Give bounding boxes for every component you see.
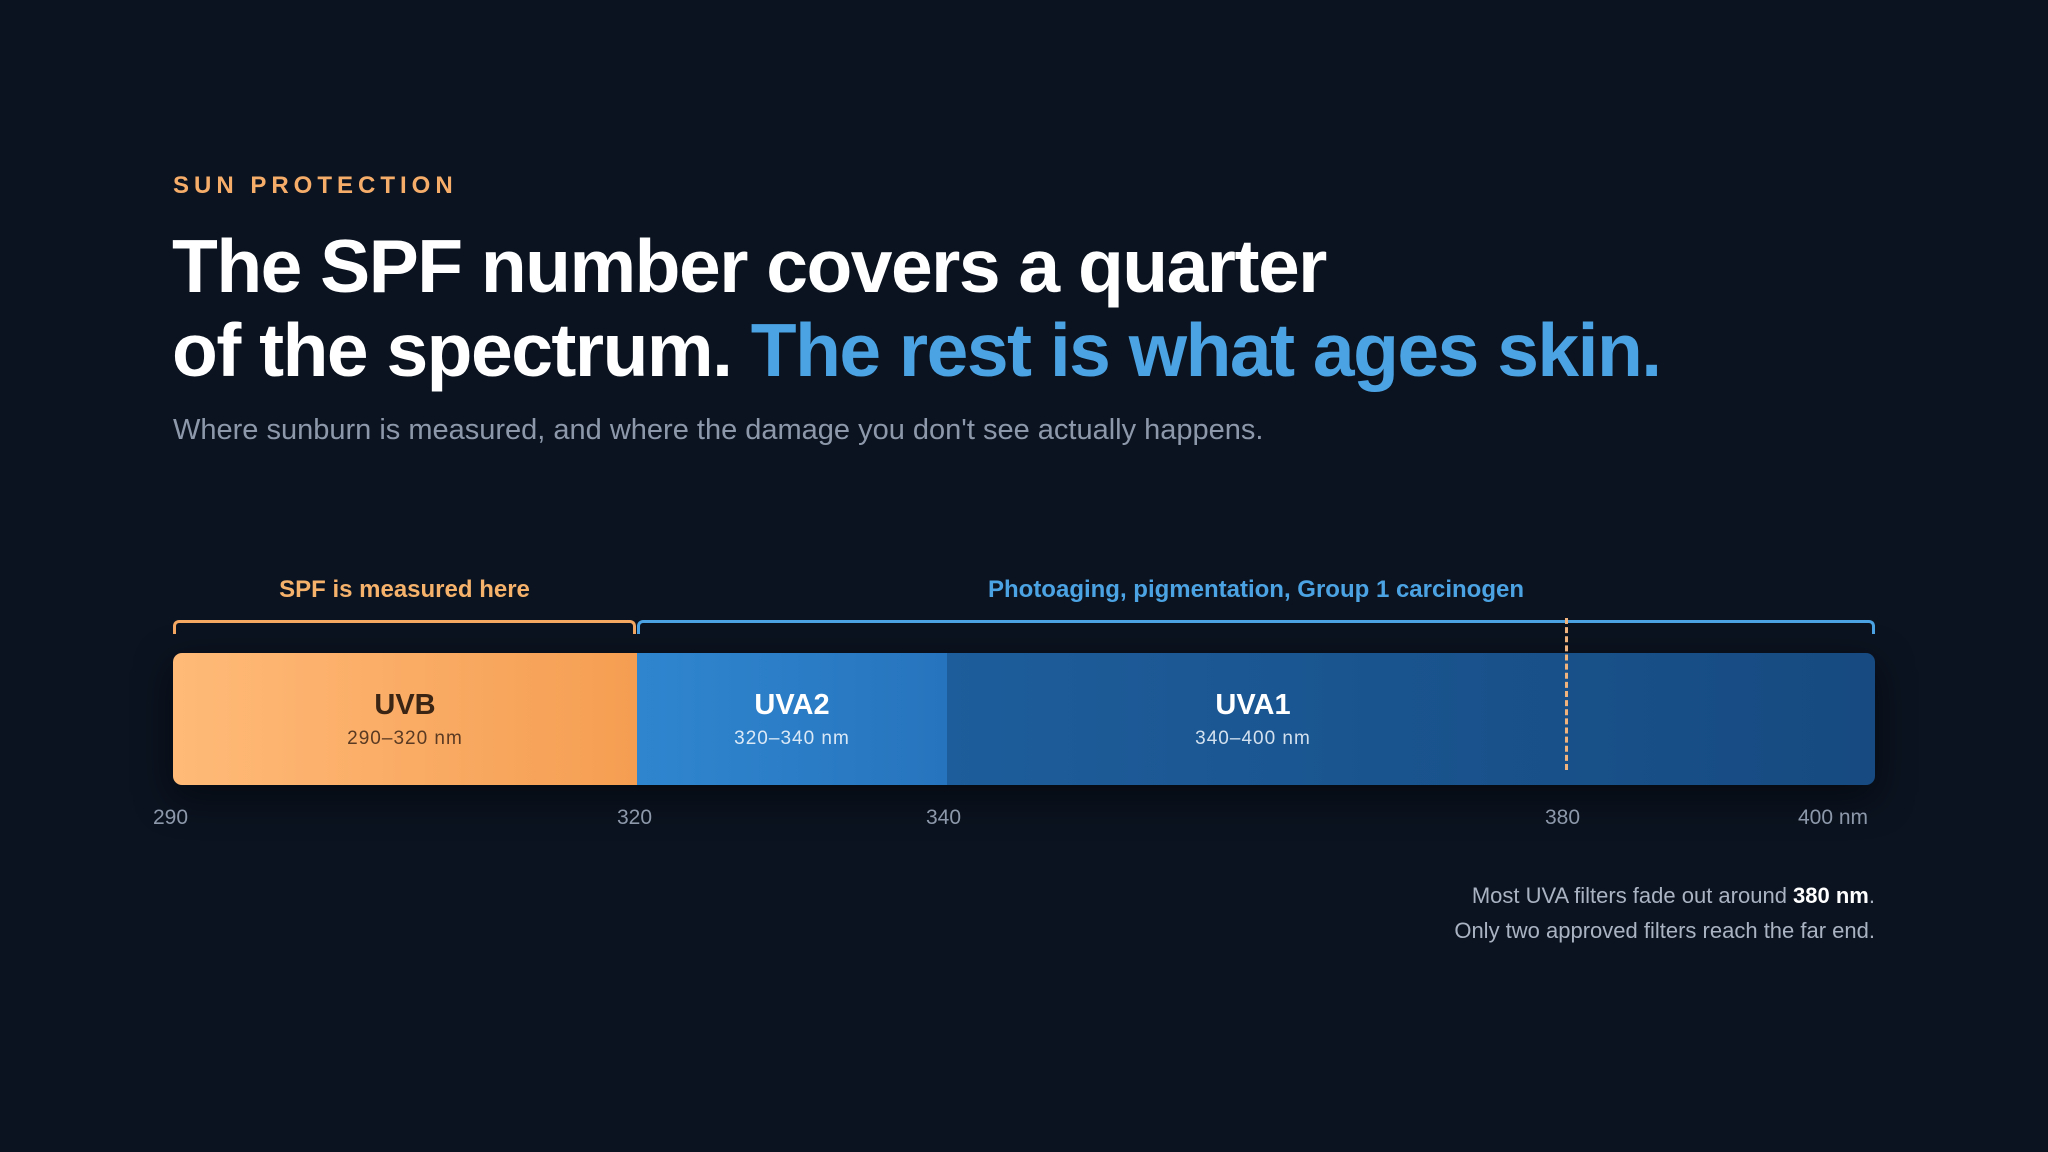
segment-uva2-name: UVA2 — [754, 689, 830, 721]
axis-tick-400: 400 nm — [1798, 806, 1869, 829]
spf-bracket-label: SPF is measured here — [279, 576, 530, 603]
segment-uva1-name: UVA1 — [1215, 689, 1291, 721]
headline-line-1: The SPF number covers a quarter — [172, 224, 1327, 308]
aging-bracket-label: Photoaging, pigmentation, Group 1 carcin… — [987, 576, 1524, 603]
footnote-line-1: Most UVA filters fade out around 380 nm. — [1454, 878, 1875, 913]
headline-line-2-accent: The rest is what ages skin. — [750, 308, 1662, 392]
segment-uvb-range: 290–320 nm — [347, 728, 463, 749]
footnote: Most UVA filters fade out around 380 nm.… — [1454, 878, 1875, 948]
subtitle: Where sunburn is measured, and where the… — [173, 414, 1264, 446]
footnote-prefix: Most UVA filters fade out around — [1471, 883, 1794, 908]
segment-uva2 — [637, 653, 947, 785]
headline: The SPF number covers a quarter of the s… — [172, 224, 1662, 392]
axis-tick-340: 340 — [926, 806, 962, 829]
segment-uva1-range: 340–400 nm — [1195, 728, 1311, 749]
footnote-value: 380 nm — [1793, 883, 1869, 908]
uva-filter-cutoff-marker — [1565, 618, 1568, 770]
spf-bracket — [173, 620, 636, 634]
eyebrow: SUN PROTECTION — [173, 172, 458, 199]
axis-tick-320: 320 — [617, 806, 653, 829]
axis-tick-290: 290 — [153, 806, 189, 829]
headline-line-2: of the spectrum. The rest is what ages s… — [172, 308, 1662, 392]
segment-uvb-name: UVB — [374, 689, 436, 721]
footnote-suffix: . — [1868, 883, 1875, 908]
segment-uva1 — [947, 653, 1875, 785]
headline-line-2-plain: of the spectrum. — [172, 308, 751, 392]
spectrum-bar: UVB 290–320 nm UVA2 320–340 nm UVA1 340–… — [173, 653, 1875, 785]
aging-bracket — [637, 620, 1875, 634]
segment-uvb — [173, 653, 637, 785]
axis-tick-380: 380 — [1545, 806, 1581, 829]
segment-uva2-range: 320–340 nm — [734, 728, 850, 749]
footnote-line-2: Only two approved filters reach the far … — [1454, 918, 1875, 943]
